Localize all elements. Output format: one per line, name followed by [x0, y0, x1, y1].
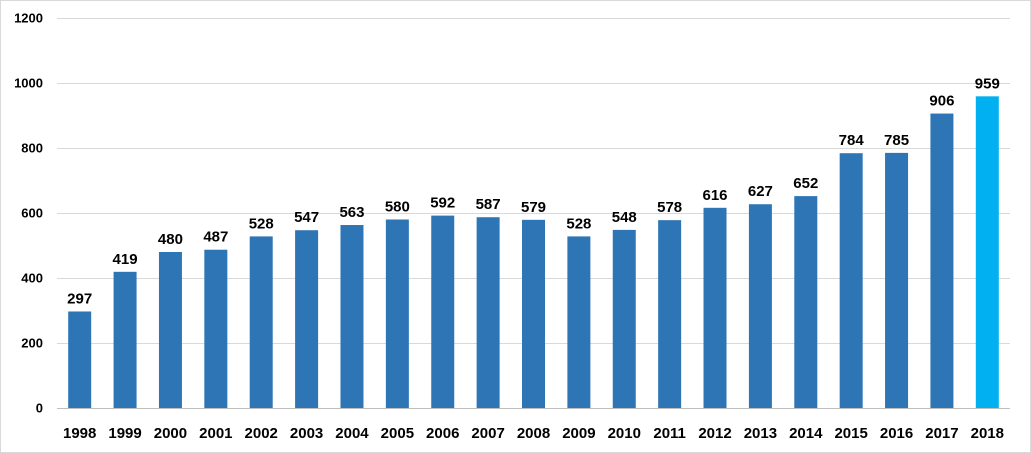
y-tick-label: 1200	[14, 11, 43, 26]
bar-2004	[340, 225, 364, 408]
y-axis: 0 200 400 600 800 1000 1200	[14, 11, 43, 416]
x-tick-label-2001: 2001	[199, 425, 232, 442]
bar-1999	[113, 271, 137, 408]
data-label-2016: 785	[884, 132, 909, 149]
bar-2009	[567, 236, 591, 408]
bar-2008	[522, 219, 545, 408]
bar-2016	[885, 152, 909, 409]
x-tick-label-2011: 2011	[653, 425, 686, 442]
x-tick-label-2009: 2009	[562, 425, 595, 442]
bar-2014	[794, 196, 818, 408]
bar-2000	[158, 252, 182, 408]
bar-2003	[295, 230, 319, 408]
data-label-2007: 587	[476, 196, 501, 213]
x-tick-label-2015: 2015	[834, 425, 867, 442]
data-labels: 297 419 480 487 528 547 563 580 592 587 579 528 548 5…	[67, 75, 1000, 307]
x-tick-label-1998: 1998	[63, 425, 96, 442]
data-label-2010: 548	[612, 209, 637, 226]
data-label-2011: 578	[657, 199, 682, 216]
data-label-2004: 563	[339, 204, 364, 221]
x-tick-label-2000: 2000	[154, 425, 187, 442]
x-tick-label-2017: 2017	[925, 425, 958, 442]
x-tick-label-2010: 2010	[608, 425, 641, 442]
bar-2002	[249, 236, 273, 408]
x-tick-label-2007: 2007	[471, 425, 504, 442]
data-label-2000: 480	[158, 231, 183, 248]
bar-2007	[476, 217, 500, 408]
y-tick-label: 200	[21, 336, 43, 351]
data-label-2014: 652	[793, 175, 818, 192]
bar-2013	[748, 204, 772, 408]
data-label-2012: 616	[703, 187, 728, 204]
x-tick-label-2008: 2008	[517, 425, 550, 442]
data-label-2017: 906	[929, 93, 954, 110]
data-label-2013: 627	[748, 183, 773, 200]
bar-2006	[431, 215, 455, 408]
bar-2011	[658, 220, 682, 408]
x-tick-label-2003: 2003	[290, 425, 323, 442]
data-label-1999: 419	[113, 251, 138, 268]
data-label-2003: 547	[294, 209, 319, 226]
data-label-2008: 579	[521, 199, 546, 216]
x-tick-label-2002: 2002	[245, 425, 278, 442]
data-label-1998: 297	[67, 290, 92, 307]
x-tick-label-2005: 2005	[381, 425, 414, 442]
bar-2010	[612, 229, 636, 408]
y-tick-label: 1000	[14, 76, 43, 91]
data-label-2006: 592	[430, 195, 455, 212]
y-tick-label: 800	[21, 141, 43, 156]
x-tick-label-2006: 2006	[426, 425, 459, 442]
data-label-2002: 528	[249, 215, 274, 232]
x-tick-label-1999: 1999	[108, 425, 141, 442]
x-tick-label-2016: 2016	[880, 425, 913, 442]
data-label-2009: 528	[566, 215, 591, 232]
data-label-2005: 580	[385, 199, 410, 216]
x-axis: 1998 1999 2000 2001 2002 2003 2004 2005 2006 2007…	[63, 425, 1004, 442]
bar-2015	[839, 153, 863, 408]
bar-2017	[930, 113, 954, 409]
bar-2012	[703, 207, 727, 408]
x-tick-label-2012: 2012	[698, 425, 731, 442]
bar-1998	[68, 311, 92, 408]
x-tick-label-2004: 2004	[335, 425, 369, 442]
data-label-2018: 959	[975, 75, 1000, 92]
bar-2001	[204, 249, 228, 408]
bars	[68, 96, 999, 409]
data-label-2001: 487	[203, 229, 228, 246]
y-tick-label: 0	[36, 401, 43, 416]
data-label-2015: 784	[839, 132, 865, 149]
y-tick-label: 400	[21, 271, 43, 286]
bar-2005	[385, 219, 409, 408]
y-tick-label: 600	[21, 206, 43, 221]
x-tick-label-2018: 2018	[971, 425, 1004, 442]
x-tick-label-2014: 2014	[789, 425, 823, 442]
x-tick-label-2013: 2013	[744, 425, 777, 442]
bar-2018	[975, 96, 999, 408]
